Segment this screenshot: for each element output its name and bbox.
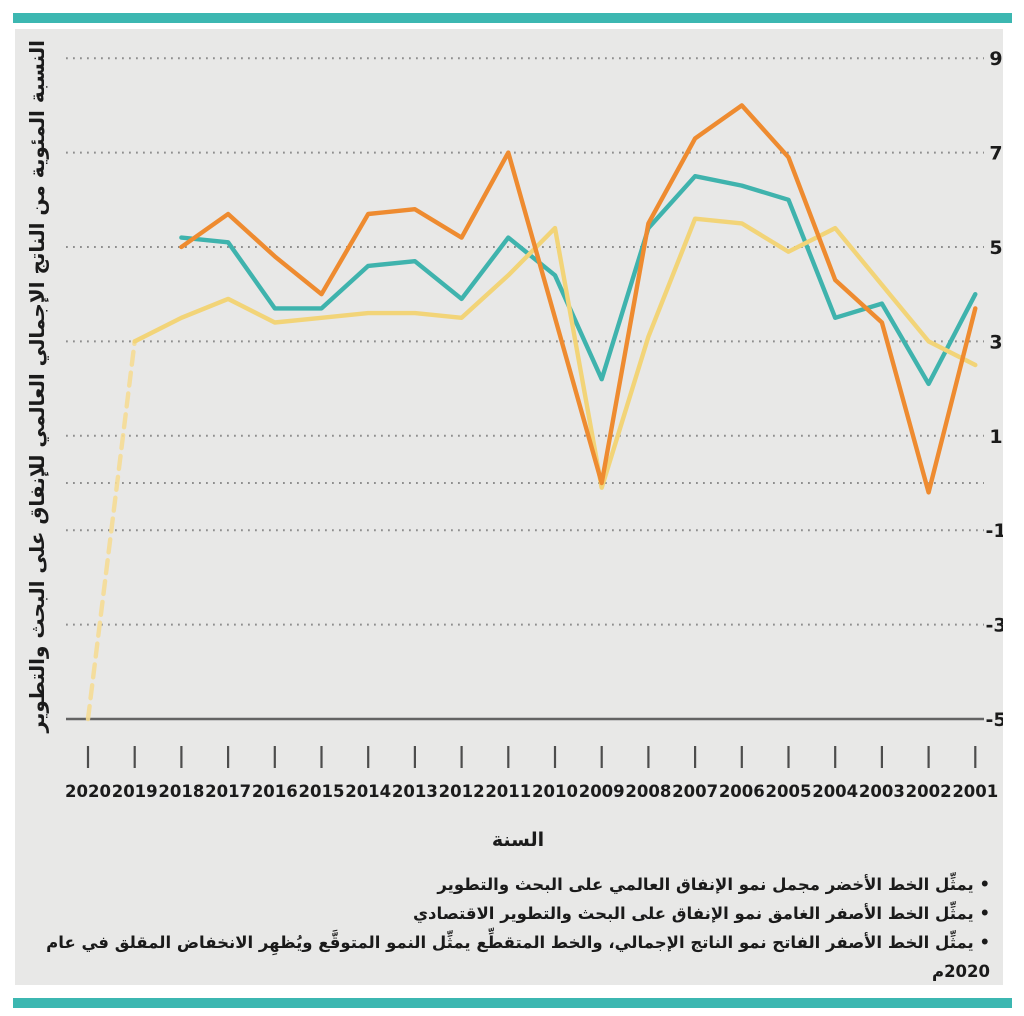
series-dark-yellow-line-economic-rnd-spending-growth (179, 103, 978, 495)
x-year-label-2011: 2011 (485, 782, 531, 801)
legend-note-light-yellow-dashed-line: • يمثِّل الخط الأصفر الفاتح نمو الناتج ا… (46, 933, 990, 981)
x-year-label-2004: 2004 (812, 782, 858, 801)
x-axis-title: السنة (491, 829, 545, 851)
x-year-label-2012: 2012 (439, 782, 485, 801)
y-tick-labels: 9 7 5 3 1 -1 -3 -5 (985, 48, 1003, 731)
x-year-label-2001: 2001 (952, 782, 998, 801)
x-year-label-2017: 2017 (205, 782, 251, 801)
y-tick-label-3: 3 (989, 331, 1002, 353)
series-projected-growth-dashed (85, 339, 137, 722)
y-tick-label--3: -3 (985, 615, 1003, 637)
x-year-label-2009: 2009 (579, 782, 625, 801)
bottom-accent-bar (13, 998, 1012, 1008)
x-year-label-2002: 2002 (906, 782, 952, 801)
y-tick-label-1: 1 (989, 426, 1002, 448)
chart-legend: • يمثِّل الخط الأخضر مجمل نمو الإنفاق ال… (35, 870, 990, 986)
x-year-label-2003: 2003 (859, 782, 905, 801)
x-year-label-2006: 2006 (719, 782, 765, 801)
x-year-label-2015: 2015 (299, 782, 345, 801)
y-tick-label-5: 5 (989, 237, 1002, 259)
x-year-label-2005: 2005 (766, 782, 812, 801)
y-tick-label-7: 7 (989, 143, 1002, 165)
top-accent-bar (13, 13, 1012, 23)
x-year-label-2018: 2018 (158, 782, 204, 801)
legend-note-green-line: • يمثِّل الخط الأخضر مجمل نمو الإنفاق ال… (437, 875, 990, 894)
x-year-label-2013: 2013 (392, 782, 438, 801)
legend-note-dark-yellow-line: • يمثِّل الخط الأصفر الغامق نمو الإنفاق … (412, 904, 990, 923)
x-year-label-2007: 2007 (672, 782, 718, 801)
chart-panel: النسبة المئوية من الناتج الإجمالي العالم… (15, 29, 1003, 985)
x-ticks: 2020 2019 2018 2017 2016 2015 2014 2013 2012 2011… (65, 746, 998, 801)
x-year-label-2016: 2016 (252, 782, 298, 801)
gridlines (66, 57, 984, 626)
x-year-label-2014: 2014 (345, 782, 391, 801)
x-year-label-2010: 2010 (532, 782, 578, 801)
series-light-yellow-line-gdp-growth (132, 216, 978, 490)
y-tick-label-9: 9 (989, 48, 1002, 70)
y-tick-label--1: -1 (985, 520, 1003, 542)
x-year-label-2019: 2019 (112, 782, 158, 801)
x-year-label-2020: 2020 (65, 782, 111, 801)
y-tick-label--5: -5 (985, 709, 1003, 731)
series-green-line-global-rnd-spending-growth (179, 174, 978, 387)
x-year-label-2008: 2008 (625, 782, 671, 801)
